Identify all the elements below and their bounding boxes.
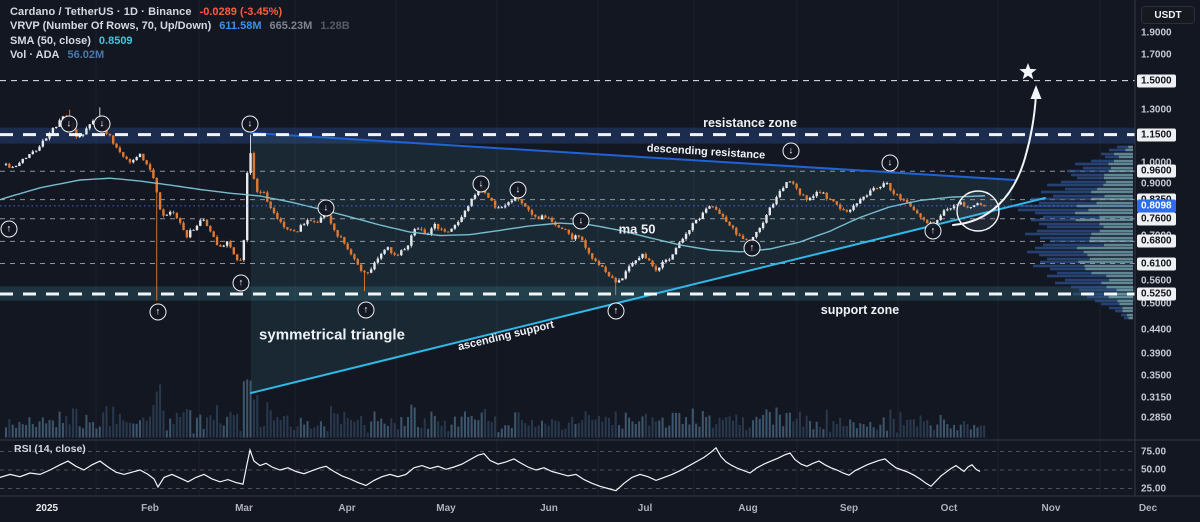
annotation-symmetrical-triangle[interactable]: symmetrical triangle [259,326,405,344]
price-tick-label: 0.3900 [1141,348,1172,360]
vrvp-label: VRVP (Number Of Rows, 70, Up/Down) [10,20,212,33]
sma-label: SMA (50, close) [10,34,91,47]
sell-signal-marker[interactable]: ↓ [60,115,78,133]
sell-signal-marker[interactable]: ↓ [472,175,490,193]
rsi-tick-label: 50.00 [1141,464,1167,476]
sell-signal-marker[interactable]: ↓ [509,181,527,199]
rsi-tick-label: 25.00 [1141,483,1167,494]
breakout-highlight-circle[interactable] [956,190,1000,232]
rsi-line [0,446,981,492]
sell-signal-marker[interactable]: ↓ [782,142,800,160]
price-tick-label: 1.7000 [1141,49,1172,61]
symbol-row[interactable]: Cardano / TetherUS · 1D · Binance -0.028… [10,5,350,19]
sell-signal-marker[interactable]: ↓ [572,212,590,230]
buy-signal-marker[interactable]: ↑ [149,303,167,321]
annotation-descending-resistance[interactable]: descending resistance [646,142,766,162]
breakout-arrow-head [1030,85,1042,99]
volume-indicator-row[interactable]: Vol · ADA 56.02M [10,49,350,63]
price-tick-label: 0.5600 [1141,275,1172,287]
price-tick-label: 0.3150 [1141,392,1172,404]
time-tick-label: Sep [839,503,859,514]
time-tick-label: Mar [235,503,253,514]
key-level-price-label: 1.5000 [1137,74,1176,88]
current-price-label: 0.8098 [1137,199,1176,213]
key-level-price-label: 0.9600 [1137,164,1176,178]
time-tick-label: Dec [1138,503,1158,514]
annotation-ascending-support[interactable]: ascending support [456,318,556,354]
target-star-icon[interactable] [1019,63,1037,80]
volume-label: Vol · ADA [10,49,60,62]
month-gridlines [95,0,1101,496]
ascending-support-line[interactable] [250,197,1046,394]
currency-toggle-button[interactable]: USDT [1141,6,1195,24]
key-levels-layer [0,80,1135,264]
key-level-price-label: 0.5250 [1137,287,1176,301]
price-tick-label: 1.9000 [1141,27,1172,38]
sma-indicator-row[interactable]: SMA (50, close) 0.8509 [10,34,350,48]
volume-bars [5,379,986,438]
symbol-title: Cardano / TetherUS · 1D · Binance [10,5,192,18]
price-tick-label: 1.3000 [1141,104,1172,116]
buy-signal-marker[interactable]: ↑ [357,301,375,319]
annotation-ma-50[interactable]: ma 50 [618,221,656,237]
key-level-price-label: 0.6800 [1137,234,1176,248]
rsi-pane[interactable] [0,446,1135,492]
buy-signal-marker[interactable]: ↑ [0,220,18,238]
breakout-arrow[interactable] [952,93,1037,226]
sma-value: 0.8509 [98,34,133,47]
sell-signal-marker[interactable]: ↓ [317,199,335,217]
time-tick-label: Nov [1041,503,1061,514]
sma-50-line[interactable] [0,177,986,253]
key-level-price-label: 0.7600 [1137,212,1176,226]
volume-value: 56.02M [67,49,105,62]
key-level-price-label: 1.1500 [1137,128,1176,142]
key-level-price-label: 0.6100 [1137,257,1176,270]
price-tick-label: 0.3500 [1141,370,1172,382]
price-tick-label: 0.5000 [1141,298,1172,310]
annotation-support-zone[interactable]: support zone [820,303,900,317]
rsi-tick-label: 75.00 [1141,446,1167,457]
time-tick-label: Aug [738,503,758,514]
sell-signal-marker[interactable]: ↓ [881,154,899,172]
time-tick-label: Jul [637,503,653,514]
buy-signal-marker[interactable]: ↑ [924,222,942,240]
time-tick-label: Jun [540,503,558,514]
price-tick-label: 0.4400 [1141,324,1172,336]
resistance-zone-band[interactable] [0,127,1135,144]
buy-signal-marker[interactable]: ↑ [607,302,625,320]
support-zone-band[interactable] [0,286,1135,301]
zones-layer[interactable] [0,127,1135,301]
descending-resistance-line[interactable] [250,132,1016,181]
time-tick-label: 2025 [35,503,59,514]
legend: Cardano / TetherUS · 1D · Binance -0.028… [10,5,350,62]
price-tick-label: 0.2850 [1141,412,1172,424]
buy-signal-marker[interactable]: ↑ [232,274,250,292]
sell-signal-marker[interactable]: ↓ [241,115,259,133]
vrvp-down-value: 665.23M [269,20,313,33]
price-tick-label: 1.0000 [1141,157,1172,169]
price-tick-label: 0.9000 [1141,178,1172,190]
vrvp-up-value: 611.58M [219,20,262,33]
vrvp-indicator-row[interactable]: VRVP (Number Of Rows, 70, Up/Down) 611.5… [10,20,350,34]
time-tick-label: Oct [940,503,958,514]
vrvp-total-value: 1.28B [320,20,350,33]
buy-signal-marker[interactable]: ↑ [743,239,761,257]
sell-signal-marker[interactable]: ↓ [93,115,111,133]
time-tick-label: Apr [338,503,356,514]
rsi-indicator-label[interactable]: RSI (14, close) [14,443,86,455]
time-tick-label: Feb [141,503,159,514]
volume-profile [1011,145,1133,320]
price-change: -0.0289 (-3.45%) [199,5,283,18]
annotation-resistance-zone[interactable]: resistance zone [703,116,797,130]
time-axis[interactable] [0,496,1200,522]
time-tick-label: May [436,503,456,514]
